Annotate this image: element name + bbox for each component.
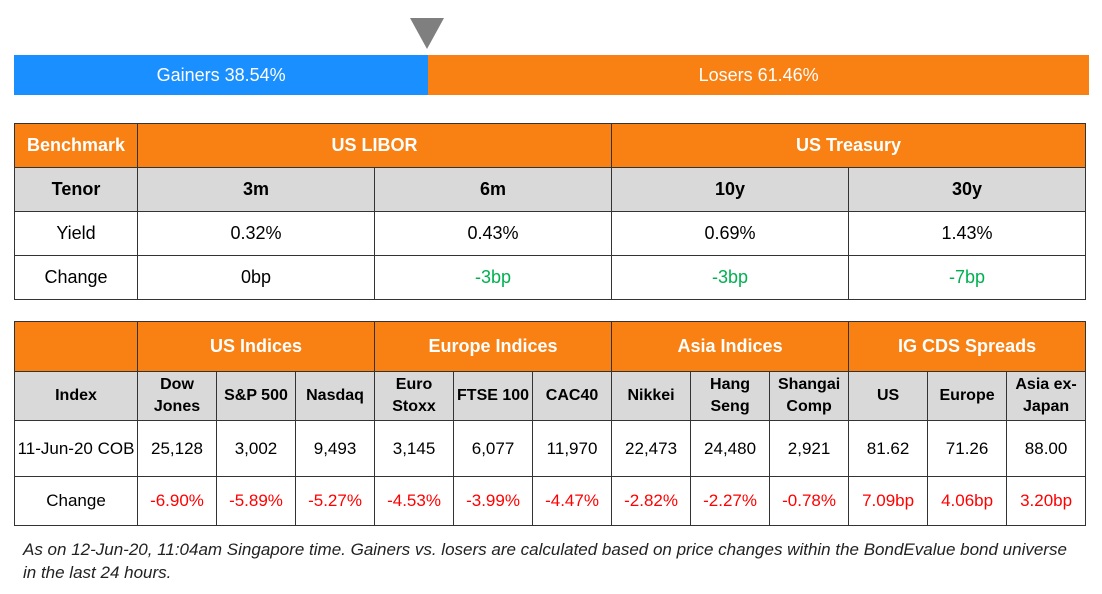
index-name-cell: CAC40 <box>532 371 613 421</box>
index-name-cell: Europe <box>927 371 1008 421</box>
index-change-cell: -2.82% <box>611 476 692 526</box>
yield-row: Yield 0.32% 0.43% 0.69% 1.43% <box>14 211 1087 256</box>
index-value-cell: 22,473 <box>611 420 692 477</box>
index-name-line: Seng <box>710 398 750 415</box>
index-change-cell: -2.27% <box>690 476 771 526</box>
index-change-cell: -4.53% <box>374 476 455 526</box>
index-change-cell: -3.99% <box>453 476 534 526</box>
group-asia-indices: Asia Indices <box>611 321 850 372</box>
index-name-line: CAC40 <box>545 387 599 404</box>
benchmark-corner-cell: Benchmark <box>14 123 138 168</box>
index-change-cell: -5.89% <box>216 476 296 526</box>
index-name-line: Nasdaq <box>306 387 364 404</box>
index-change-cell: -0.78% <box>769 476 850 526</box>
tenor-cell: 3m <box>137 167 375 212</box>
index-names-row: Index Dow Jones S&P 500 Nasdaq Euro Stoxx FTSE… <box>14 371 1087 421</box>
yield-cell: 0.43% <box>373 211 613 256</box>
benchmark-table: Benchmark US LIBOR US Treasury Tenor 3m … <box>14 123 1087 300</box>
index-change-cell: 4.06bp <box>927 476 1008 526</box>
date-label: 11-Jun-20 COB <box>14 420 138 477</box>
index-value-cell: 6,077 <box>453 420 534 477</box>
tenor-cell: 30y <box>848 167 1087 212</box>
index-name-line: Asia ex- <box>1015 376 1077 393</box>
index-name-line: Hang <box>710 376 751 393</box>
change-cell: -3bp <box>611 255 850 300</box>
index-name-line: Jones <box>153 398 201 415</box>
group-ig-cds-spreads: IG CDS Spreads <box>848 321 1087 372</box>
yield-cell: 1.43% <box>848 211 1087 256</box>
yield-label: Yield <box>14 211 138 256</box>
yield-cell: 0.69% <box>611 211 850 256</box>
index-value-cell: 2,921 <box>769 420 850 477</box>
group-europe-indices: Europe Indices <box>374 321 613 372</box>
change-cell: -7bp <box>848 255 1087 300</box>
group-us-libor: US LIBOR <box>136 123 613 168</box>
gainers-losers-bar: Gainers 38.54% Losers 61.46% <box>14 55 1089 95</box>
benchmark-header-row: Benchmark US LIBOR US Treasury <box>14 123 1087 168</box>
footnote: As on 12-Jun-20, 11:04am Singapore time.… <box>23 540 1067 582</box>
index-name-line: Dow <box>160 376 194 393</box>
index-name-line: Europe <box>939 387 995 404</box>
change-cell: 0bp <box>137 255 375 300</box>
benchmark-change-row: Change 0bp -3bp -3bp -7bp <box>14 255 1087 300</box>
index-change-cell: -5.27% <box>294 476 376 526</box>
index-value-cell: 88.00 <box>1006 420 1087 477</box>
market-position-marker-icon <box>410 18 444 49</box>
index-change-cell: 7.09bp <box>848 476 929 526</box>
index-name-line: Stoxx <box>392 398 436 415</box>
yield-cell: 0.32% <box>137 211 375 256</box>
group-us-indices: US Indices <box>136 321 376 372</box>
tenor-row: Tenor 3m 6m 10y 30y <box>14 167 1087 212</box>
index-change-cell: -4.47% <box>532 476 613 526</box>
indices-corner-cell <box>14 321 138 372</box>
index-name-line: Nikkei <box>627 387 675 404</box>
losers-segment: Losers 61.46% <box>428 55 1089 95</box>
index-name-line: Euro <box>395 376 433 393</box>
index-name-line: FTSE 100 <box>457 387 530 404</box>
tenor-cell: 10y <box>611 167 850 212</box>
indices-table: US Indices Europe Indices Asia Indices I… <box>14 321 1087 526</box>
change-cell: -3bp <box>373 255 613 300</box>
index-value-cell: 25,128 <box>137 420 217 477</box>
index-label: Index <box>14 371 138 421</box>
index-value-cell: 71.26 <box>927 420 1008 477</box>
indices-header-row: US Indices Europe Indices Asia Indices I… <box>14 321 1087 372</box>
group-us-treasury: US Treasury <box>611 123 1087 168</box>
index-name-cell: FTSE 100 <box>453 371 534 421</box>
change-label: Change <box>14 476 138 526</box>
index-name-line: Shangai <box>777 376 841 393</box>
index-value-cell: 24,480 <box>690 420 771 477</box>
index-name-cell: US <box>848 371 929 421</box>
index-change-cell: -6.90% <box>137 476 217 526</box>
index-name-line: Comp <box>786 398 832 415</box>
change-label: Change <box>14 255 138 300</box>
index-value-cell: 11,970 <box>532 420 613 477</box>
index-name-cell: Asia ex- Japan <box>1006 371 1087 421</box>
tenor-label: Tenor <box>14 167 138 212</box>
index-name-cell: Shangai Comp <box>769 371 850 421</box>
index-name-line: S&P 500 <box>224 387 288 404</box>
index-values-row: 11-Jun-20 COB 25,128 3,002 9,493 3,145 6,077… <box>14 420 1087 477</box>
index-value-cell: 3,145 <box>374 420 455 477</box>
index-name-cell: Euro Stoxx <box>374 371 455 421</box>
index-name-line: Japan <box>1022 398 1070 415</box>
index-name-cell: Nasdaq <box>294 371 376 421</box>
gainers-segment: Gainers 38.54% <box>14 55 429 95</box>
tenor-cell: 6m <box>373 167 613 212</box>
index-value-cell: 81.62 <box>848 420 929 477</box>
index-value-cell: 9,493 <box>294 420 376 477</box>
index-name-cell: S&P 500 <box>216 371 296 421</box>
index-name-cell: Dow Jones <box>137 371 217 421</box>
index-name-cell: Nikkei <box>611 371 692 421</box>
index-value-cell: 3,002 <box>216 420 296 477</box>
index-change-cell: 3.20bp <box>1006 476 1087 526</box>
index-name-line: US <box>876 387 900 404</box>
index-name-cell: Hang Seng <box>690 371 771 421</box>
index-change-row: Change -6.90% -5.89% -5.27% -4.53% -3.99% -4.… <box>14 476 1087 526</box>
